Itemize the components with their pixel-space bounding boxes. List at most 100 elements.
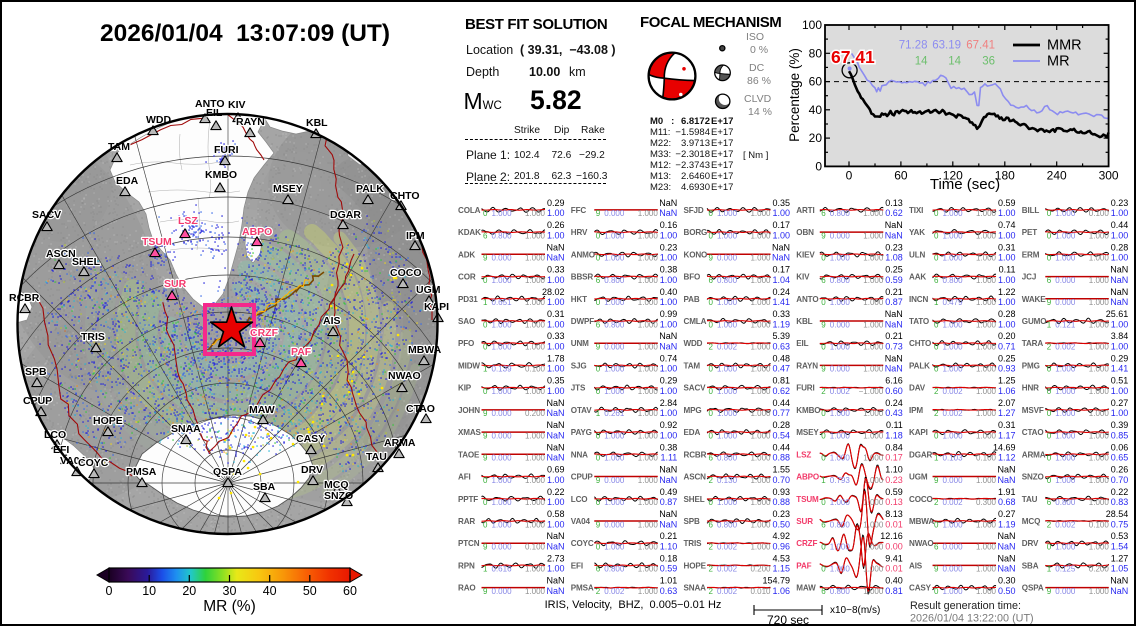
svg-text:NaN: NaN [546,586,564,596]
svg-text:NaN: NaN [546,242,564,252]
svg-text:1.00: 1.00 [1111,408,1129,418]
svg-text:0.100: 0.100 [976,454,997,463]
svg-text:0.23: 0.23 [1111,198,1129,208]
svg-text:1.000: 1.000 [717,231,738,240]
svg-text:1.000: 1.000 [943,365,964,374]
svg-text:0: 0 [1047,409,1052,418]
svg-text:KDAK: KDAK [458,228,481,237]
svg-text:9: 9 [821,365,826,374]
svg-text:1.000: 1.000 [492,520,513,529]
svg-text:0.000: 0.000 [943,476,964,485]
svg-text:1.000: 1.000 [750,498,771,507]
svg-text:9: 9 [483,254,488,263]
svg-text:0.60: 0.60 [885,386,903,396]
svg-text:1.000: 1.000 [638,409,659,418]
svg-text:0.73: 0.73 [885,342,903,352]
svg-text:1.000: 1.000 [750,298,771,307]
svg-text:0.000: 0.000 [492,454,513,463]
svg-text:0.002: 0.002 [943,409,964,418]
svg-text:1.17: 1.17 [998,430,1016,440]
svg-text:0: 0 [106,584,113,598]
svg-text:0: 0 [483,343,488,352]
svg-text:1.00: 1.00 [772,208,790,218]
svg-text:DGAR: DGAR [330,209,361,221]
svg-text:1.000: 1.000 [750,365,771,374]
svg-text:DGAR: DGAR [909,450,933,459]
svg-text:0.13: 0.13 [885,497,903,507]
svg-text:0.11: 0.11 [999,265,1016,275]
svg-text:67.41: 67.41 [831,47,875,67]
svg-text:1.000: 1.000 [525,276,546,285]
svg-text:1.00: 1.00 [1111,230,1129,240]
svg-text:1.18: 1.18 [885,430,903,440]
svg-text:0.000: 0.000 [1055,587,1076,596]
svg-text:KBL: KBL [306,117,328,129]
svg-text:1.000: 1.000 [638,476,659,485]
svg-text:1.000: 1.000 [976,409,997,418]
svg-text:0: 0 [483,320,488,329]
svg-text:NaN: NaN [997,531,1015,541]
svg-text:NaN: NaN [885,353,903,363]
svg-text:1.06: 1.06 [998,386,1016,396]
svg-text:0: 0 [596,365,601,374]
svg-text:1.000: 1.000 [863,276,884,285]
svg-text:1.000: 1.000 [525,587,546,596]
svg-text:0: 0 [821,498,826,507]
svg-text:0.800: 0.800 [943,276,964,285]
svg-text:0: 0 [709,431,714,440]
svg-text:1: 1 [1047,565,1052,574]
svg-text:COLA: COLA [458,206,481,215]
svg-text:1.000: 1.000 [943,231,964,240]
svg-text:KAPI: KAPI [909,428,928,437]
svg-text:0.800: 0.800 [830,520,851,529]
svg-text:0.59: 0.59 [660,564,678,574]
svg-text:9: 9 [483,409,488,418]
svg-text:0.70: 0.70 [1111,475,1129,485]
svg-text:1.000: 1.000 [943,431,964,440]
svg-text:1.000: 1.000 [604,454,625,463]
svg-text:0: 0 [596,543,601,552]
svg-text:LSZ: LSZ [178,215,198,227]
svg-text:NaN: NaN [659,475,677,485]
svg-text:0: 0 [709,387,714,396]
svg-text:SACV: SACV [32,209,61,221]
svg-text:0.48: 0.48 [772,353,790,363]
svg-text:PAB: PAB [684,295,700,304]
svg-text:63.19: 63.19 [932,40,961,52]
svg-text:1.000: 1.000 [976,476,997,485]
svg-text:0.651: 0.651 [492,298,513,307]
svg-text:1.000: 1.000 [1089,409,1110,418]
svg-text:1.000: 1.000 [638,298,659,307]
svg-text:1.000: 1.000 [750,343,771,352]
svg-text:2: 2 [709,565,714,574]
svg-text:1.000: 1.000 [976,387,997,396]
svg-text:9: 9 [483,587,488,596]
svg-text:1.000: 1.000 [525,254,546,263]
svg-text:1.00: 1.00 [547,342,565,352]
svg-text:1.000: 1.000 [943,520,964,529]
svg-text:0.33: 0.33 [547,331,565,341]
svg-text:0: 0 [821,454,826,463]
svg-text:0.010: 0.010 [750,587,771,596]
svg-text:1.000: 1.000 [863,431,884,440]
svg-text:1.000: 1.000 [604,365,625,374]
svg-text:9: 9 [821,231,826,240]
svg-text:0.002: 0.002 [1055,520,1076,529]
svg-text:0.000: 0.000 [604,476,625,485]
svg-text:KIEV: KIEV [796,250,815,259]
svg-text:1.000: 1.000 [638,520,659,529]
svg-text:ANMO: ANMO [571,250,595,259]
svg-text:RAYN: RAYN [236,116,265,128]
svg-text:1.00: 1.00 [998,253,1016,263]
svg-text:NaN: NaN [546,542,564,552]
svg-text:CRZF: CRZF [796,539,817,548]
svg-text:0.100: 0.100 [525,543,546,552]
svg-text:0: 0 [596,298,601,307]
svg-text:0.29: 0.29 [1111,353,1129,363]
svg-text:−1.000: −1.000 [859,387,884,396]
svg-text:0.24: 0.24 [772,287,790,297]
svg-text:NaN: NaN [1110,265,1128,275]
svg-text:MBWA: MBWA [408,344,442,356]
svg-text:NaN: NaN [1110,287,1128,297]
svg-text:0.002: 0.002 [717,587,738,596]
